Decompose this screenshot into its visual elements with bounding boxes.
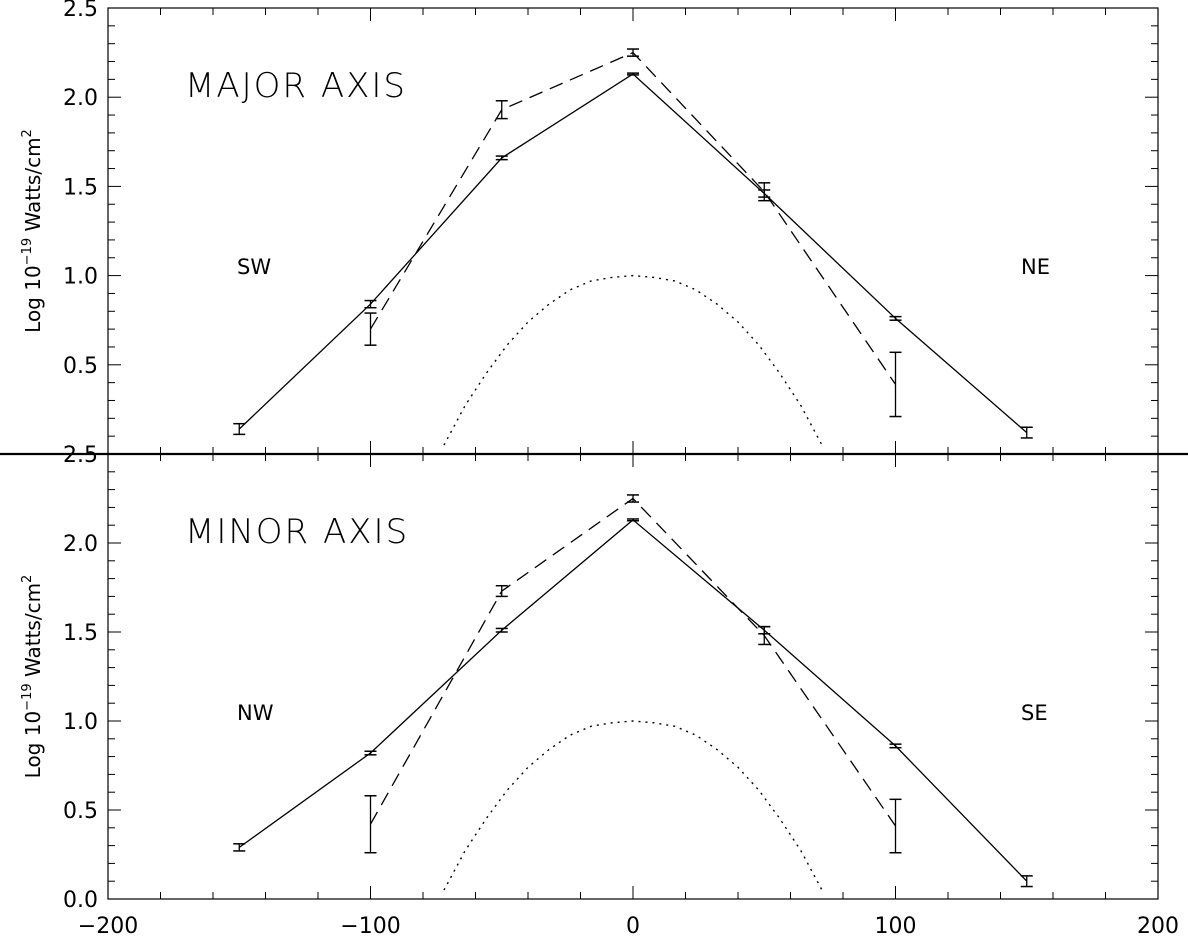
x-tick-label: 0 — [626, 914, 640, 939]
left-direction-label: SW — [237, 255, 271, 279]
panel-title: MINOR AXIS — [185, 512, 409, 552]
right-direction-label: NE — [1021, 255, 1050, 279]
left-direction-label: NW — [237, 701, 274, 725]
series-dotted-line — [443, 720, 823, 891]
error-bar — [627, 48, 639, 57]
error-bar — [233, 843, 246, 852]
error-bar — [364, 312, 377, 346]
y-tick-label: 1.0 — [63, 710, 98, 735]
error-bar — [627, 72, 639, 76]
y-tick-label: 0.5 — [63, 799, 98, 824]
y-tick-label: 2.0 — [63, 532, 98, 557]
panel-2: 0.0 0.5 1.0 1.5 2.0 2.5 −200 −100 0 100 200 Log 10−… — [20, 443, 1179, 939]
x-tick-label: 100 — [875, 914, 917, 939]
x-tick-label: −100 — [340, 914, 400, 939]
series-dotted-line — [443, 274, 823, 446]
y-tick-label: 2.0 — [63, 86, 98, 111]
error-bar — [889, 798, 902, 854]
error-bar — [364, 750, 377, 756]
error-bar — [889, 351, 902, 418]
panel-1: 0.5 1.0 1.5 2.0 2.5 Log 10−19 Watts/cm2 MAJOR … — [20, 0, 1159, 455]
y-tick-label: 1.0 — [63, 265, 98, 290]
error-bar — [495, 627, 508, 633]
error-bar — [758, 625, 771, 646]
y-axis-label: Log 10−19 Watts/cm2 — [20, 575, 45, 779]
error-bar — [758, 182, 771, 202]
error-bar — [495, 100, 508, 120]
error-bar — [495, 584, 508, 598]
error-bar — [364, 299, 377, 309]
error-bar — [1020, 426, 1033, 439]
series-dashed-line — [369, 497, 897, 827]
error-bar — [1020, 875, 1033, 888]
error-bar — [233, 422, 246, 436]
error-bar — [889, 743, 902, 749]
x-tick-label: −200 — [78, 914, 138, 939]
right-direction-label: SE — [1021, 701, 1048, 725]
y-tick-label: 0.0 — [63, 888, 98, 913]
error-bar — [889, 315, 902, 321]
series-solid-line — [238, 73, 1028, 434]
panel-title: MAJOR AXIS — [185, 66, 407, 106]
series-dashed-line — [369, 51, 897, 385]
y-axis-label: Log 10−19 Watts/cm2 — [20, 129, 45, 333]
y-tick-label: 1.5 — [63, 175, 98, 200]
y-tick-label: 0.5 — [63, 354, 98, 379]
error-bar — [364, 795, 377, 854]
y-tick-label: 2.5 — [63, 443, 98, 468]
y-tick-label: 2.5 — [63, 0, 98, 22]
error-bar — [495, 155, 508, 161]
y-tick-label: 1.5 — [63, 621, 98, 646]
error-bar — [627, 518, 639, 522]
x-tick-label: 200 — [1137, 914, 1179, 939]
error-bar — [627, 494, 639, 503]
series-solid-line — [238, 519, 1028, 882]
